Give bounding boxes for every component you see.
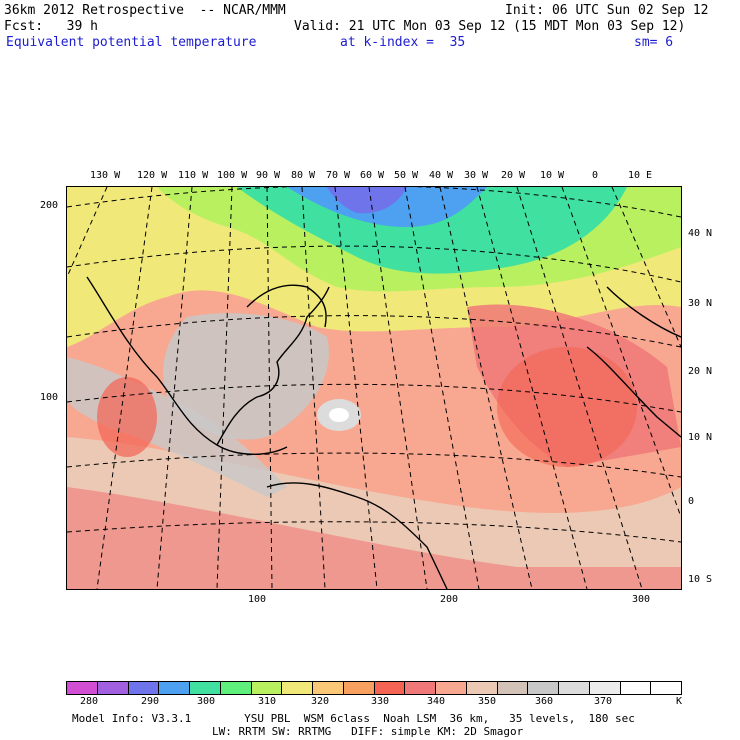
lon-label: 0 <box>592 170 599 181</box>
legend-swatch <box>282 682 313 694</box>
graticule <box>67 187 681 589</box>
legend-swatch <box>374 682 406 694</box>
grid-x-label: 100 <box>248 594 267 605</box>
lon-label: 100 W <box>217 170 248 181</box>
lon-label: 40 W <box>429 170 454 181</box>
legend-swatch <box>528 682 559 694</box>
continental-grey <box>163 313 329 440</box>
physics-info: LW: RRTM SW: RRTMG DIFF: simple KM: 2D S… <box>212 725 524 738</box>
lon-label: 10 W <box>540 170 565 181</box>
warm-spot <box>97 377 157 457</box>
legend-label: 330 <box>371 696 390 707</box>
southern-warm-band <box>67 487 681 589</box>
legend-swatch <box>436 682 467 694</box>
theta-e-map <box>66 186 682 590</box>
legend-label: 360 <box>535 696 554 707</box>
field-name: Equivalent potential temperature <box>6 35 257 50</box>
legend-swatch <box>67 682 98 694</box>
lat-label: 0 <box>688 496 695 507</box>
lon-label: 50 W <box>394 170 419 181</box>
lon-label: 110 W <box>178 170 209 181</box>
legend-swatch <box>589 682 621 694</box>
legend-swatch <box>620 682 652 694</box>
lon-label: 60 W <box>360 170 385 181</box>
lon-label: 70 W <box>326 170 351 181</box>
legend-swatch <box>251 682 283 694</box>
warm-spot <box>497 347 637 467</box>
legend-swatch <box>343 682 375 694</box>
legend-swatch <box>497 682 529 694</box>
legend-swatch <box>313 682 344 694</box>
lat-label: 10 S <box>688 574 713 585</box>
legend-label: 320 <box>311 696 330 707</box>
legend-label: 300 <box>197 696 216 707</box>
lat-label: 30 N <box>688 298 713 309</box>
legend-swatch <box>190 682 221 694</box>
legend-swatch <box>220 682 252 694</box>
lat-label: 20 N <box>688 366 713 377</box>
color-legend <box>66 681 682 695</box>
legend-swatch <box>128 682 160 694</box>
smoothing-info: sm= 6 <box>634 35 674 50</box>
lat-label: 10 N <box>688 432 713 443</box>
level-info: at k-index = 35 <box>340 35 466 50</box>
grid-y-label: 200 <box>40 200 59 211</box>
grid-x-label: 200 <box>440 594 459 605</box>
grid-y-label: 100 <box>40 392 59 403</box>
lon-label: 80 W <box>291 170 316 181</box>
lat-label: 40 N <box>688 228 713 239</box>
legend-swatch <box>97 682 129 694</box>
legend-label: 310 <box>258 696 277 707</box>
forecast-hour: Fcst: 39 h <box>4 19 98 34</box>
model-info: Model Info: V3.3.1 YSU PBL WSM 6class No… <box>72 712 635 725</box>
cool-band-purple <box>327 187 407 214</box>
lon-label: 30 W <box>464 170 489 181</box>
map-canvas <box>67 187 681 589</box>
legend-swatch <box>559 682 590 694</box>
grid-x-label: 300 <box>632 594 651 605</box>
coastlines <box>86 276 681 589</box>
legend-swatch <box>466 682 498 694</box>
legend-label: 370 <box>594 696 613 707</box>
legend-unit: K <box>676 696 683 707</box>
legend-label: 280 <box>80 696 99 707</box>
legend-swatch <box>405 682 436 694</box>
legend-swatch <box>651 682 681 694</box>
init-time: Init: 06 UTC Sun 02 Sep 12 <box>505 3 709 18</box>
lon-label: 20 W <box>501 170 526 181</box>
legend-label: 340 <box>427 696 446 707</box>
legend-label: 350 <box>478 696 497 707</box>
lon-label: 120 W <box>137 170 168 181</box>
lon-label: 90 W <box>256 170 281 181</box>
model-title: 36km 2012 Retrospective -- NCAR/MMM <box>4 3 286 18</box>
lon-label: 130 W <box>90 170 121 181</box>
valid-time: Valid: 21 UTC Mon 03 Sep 12 (15 MDT Mon … <box>294 19 686 34</box>
lon-label: 10 E <box>628 170 653 181</box>
legend-label: 290 <box>141 696 160 707</box>
legend-swatch <box>159 682 190 694</box>
hurricane-eye <box>329 408 349 422</box>
